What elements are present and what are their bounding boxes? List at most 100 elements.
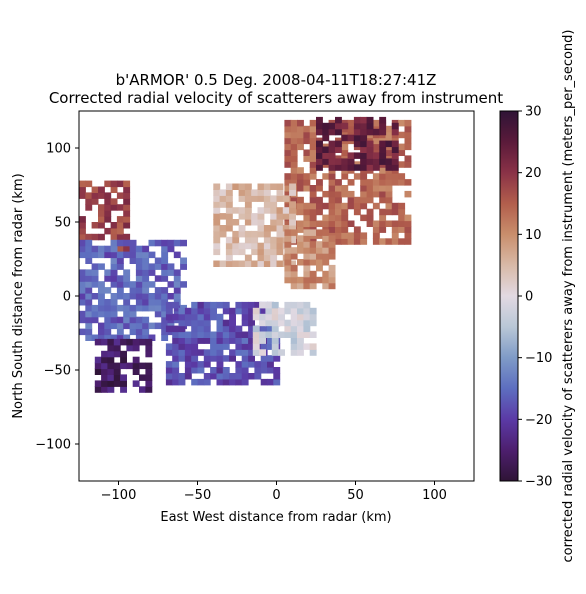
velocity-cell [398, 150, 405, 157]
velocity-cell [341, 215, 348, 222]
velocity-cell [220, 201, 227, 208]
velocity-cell [226, 219, 233, 226]
colorbar-axis: −30 −20 −10 0 10 20 30 [518, 105, 552, 490]
velocity-cell [329, 191, 336, 198]
velocity-cell [398, 161, 405, 168]
velocity-cell [348, 164, 355, 171]
velocity-cell [101, 369, 108, 376]
velocity-cell [92, 222, 99, 229]
velocity-cell [107, 345, 114, 352]
velocity-cell [284, 155, 291, 162]
velocity-cell [235, 332, 242, 339]
velocity-cell [223, 308, 230, 315]
velocity-cell [310, 209, 317, 216]
velocity-cell [329, 226, 336, 233]
velocity-cell [354, 209, 361, 216]
velocity-cell [239, 207, 246, 214]
velocity-cell [217, 361, 224, 368]
velocity-cell [322, 191, 329, 198]
velocity-cell [303, 132, 310, 139]
velocity-cell [386, 132, 393, 139]
velocity-cell [329, 235, 336, 242]
velocity-cell [130, 293, 137, 300]
velocity-cell [379, 158, 386, 165]
velocity-cell [297, 185, 304, 192]
velocity-cell [191, 314, 198, 321]
velocity-cell [379, 167, 386, 174]
velocity-cell [354, 232, 361, 239]
velocity-cell [98, 263, 105, 270]
velocity-cell [98, 329, 105, 336]
velocity-cell [335, 232, 342, 239]
velocity-cell [354, 226, 361, 233]
velocity-cell [329, 253, 336, 260]
velocity-cell [354, 173, 361, 180]
velocity-cell [291, 253, 298, 260]
velocity-cell [120, 380, 127, 387]
velocity-cell [335, 147, 342, 154]
velocity-cell [316, 221, 323, 228]
velocity-cell [149, 263, 156, 270]
velocity-cell [360, 129, 367, 136]
velocity-cell [291, 150, 298, 157]
velocity-cell [232, 184, 239, 191]
velocity-cell [123, 299, 130, 306]
velocity-cell [322, 235, 329, 242]
velocity-cell [111, 252, 118, 259]
velocity-cell [166, 373, 173, 380]
velocity-cell [117, 181, 124, 188]
velocity-cell [335, 185, 342, 192]
velocity-cell [367, 215, 374, 222]
velocity-cell [379, 209, 386, 216]
velocity-cell [114, 374, 121, 381]
velocity-cell [210, 373, 217, 380]
velocity-cell [316, 209, 323, 216]
velocity-cell [204, 302, 211, 309]
velocity-cell [104, 192, 111, 199]
velocity-cell [198, 308, 205, 315]
velocity-cell [198, 367, 205, 374]
velocity-cell [360, 141, 367, 148]
velocity-cell [168, 246, 175, 253]
colorbar-tick-label: 20 [525, 166, 542, 181]
velocity-cell [291, 343, 298, 350]
velocity-cell [270, 213, 277, 220]
velocity-cell [136, 287, 143, 294]
velocity-cell [316, 247, 323, 254]
velocity-cell [303, 320, 310, 327]
velocity-cell [111, 246, 118, 253]
velocity-cell [136, 281, 143, 288]
velocity-cell [284, 302, 291, 309]
velocity-cell [204, 332, 211, 339]
velocity-cell [251, 213, 258, 220]
velocity-cell [114, 351, 121, 358]
velocity-cell [245, 243, 252, 250]
velocity-cell [85, 311, 92, 318]
velocity-cell [373, 221, 380, 228]
velocity-cell [258, 213, 265, 220]
velocity-cell [386, 191, 393, 198]
velocity-cell [123, 293, 130, 300]
velocity-cell [258, 225, 265, 232]
velocity-cell [210, 332, 217, 339]
velocity-cell [85, 305, 92, 312]
velocity-cell [367, 123, 374, 130]
velocity-cell [335, 191, 342, 198]
velocity-cell [284, 173, 291, 180]
velocity-cell [348, 126, 355, 133]
velocity-cell [405, 161, 412, 168]
velocity-cell [191, 367, 198, 374]
velocity-cell [232, 219, 239, 226]
colorbar-tick-label: −10 [525, 351, 552, 366]
velocity-cell [386, 197, 393, 204]
velocity-cell [367, 164, 374, 171]
velocity-cell [111, 269, 118, 276]
velocity-cell [297, 179, 304, 186]
velocity-cell [191, 379, 198, 386]
velocity-cell [174, 293, 181, 300]
velocity-cell [272, 337, 279, 344]
velocity-cell [310, 320, 317, 327]
velocity-cell [251, 249, 258, 256]
velocity-cell [253, 349, 260, 356]
